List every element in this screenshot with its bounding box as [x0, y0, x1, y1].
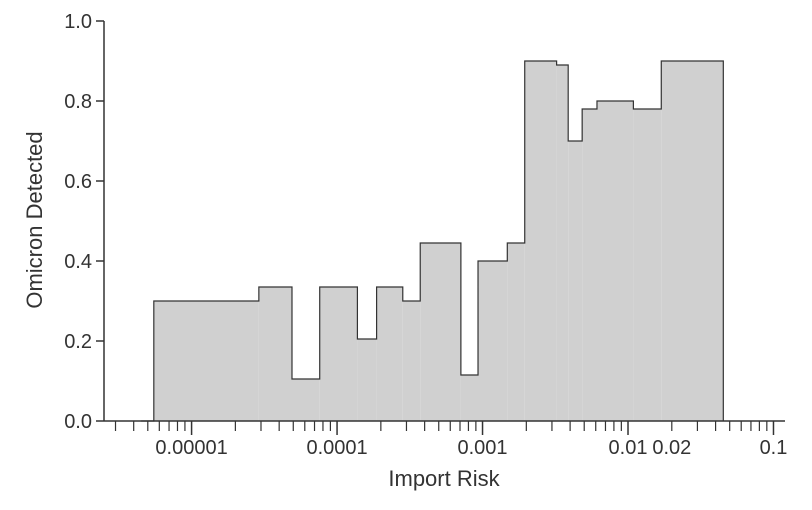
- step-bar-12: [507, 243, 525, 421]
- y-tick-label: 0.4: [64, 251, 92, 273]
- step-bar-2: [153, 301, 259, 421]
- step-bar-7: [376, 287, 403, 421]
- y-tick-label: 0.6: [64, 171, 92, 193]
- plot-area: [141, 60, 724, 422]
- y-tick-label: 0.0: [64, 411, 92, 433]
- x-axis-title: Import Risk: [388, 466, 500, 491]
- y-tick-label: 0.2: [64, 331, 92, 353]
- step-bar-11: [478, 261, 508, 421]
- step-bar-19: [661, 61, 724, 421]
- step-bar-13: [524, 61, 557, 421]
- x-tick-label: 0.02: [652, 437, 691, 459]
- step-bar-17: [596, 101, 634, 421]
- x-tick-label: 0.0001: [306, 437, 367, 459]
- y-tick-label: 1.0: [64, 11, 92, 33]
- step-bar-6: [357, 339, 377, 421]
- step-bar-3: [258, 287, 292, 421]
- x-tick-label: 0.1: [760, 437, 788, 459]
- x-tick-label: 0.00001: [155, 437, 227, 459]
- y-axis-title: Omicron Detected: [22, 131, 47, 308]
- step-bar-9: [420, 243, 461, 421]
- step-outline: [141, 60, 724, 422]
- step-bar-4: [291, 379, 320, 421]
- step-bar-10: [460, 375, 479, 421]
- step-bar-18: [633, 109, 662, 421]
- step-bar-14: [556, 65, 569, 421]
- step-bar-5: [319, 287, 358, 421]
- x-tick-label: 0.001: [458, 437, 508, 459]
- x-tick-label: 0.01: [609, 437, 648, 459]
- step-bar-15: [568, 141, 583, 421]
- step-bar-16: [582, 109, 597, 421]
- y-tick-label: 0.8: [64, 91, 92, 113]
- step-bar-8: [402, 301, 421, 421]
- axes: 0.0 0.2 0.4 0.6 0.8 1.0 0.00001 0.0001 0.001 0.01…: [64, 11, 787, 459]
